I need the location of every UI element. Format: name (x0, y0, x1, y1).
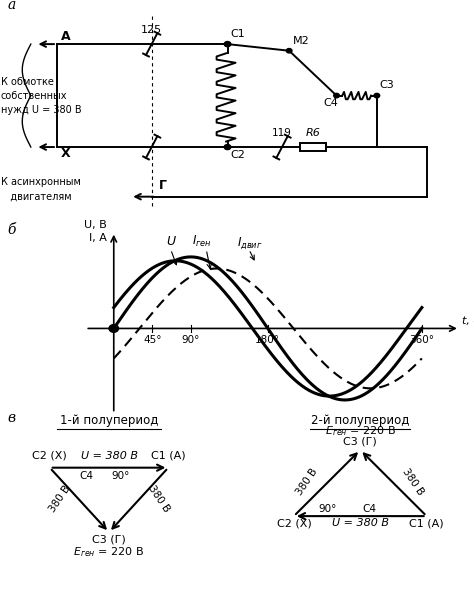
Text: С1: С1 (230, 29, 245, 38)
Text: А: А (61, 30, 70, 43)
Text: 380 В: 380 В (146, 483, 171, 514)
Circle shape (374, 94, 380, 98)
Text: С2 (Х): С2 (Х) (276, 519, 311, 529)
Text: С4: С4 (80, 471, 94, 481)
Circle shape (224, 41, 231, 47)
FancyBboxPatch shape (300, 143, 326, 151)
Text: 90°: 90° (182, 335, 200, 345)
Text: С2: С2 (230, 150, 245, 160)
Text: 90°: 90° (111, 471, 130, 481)
Text: $I_{ген}$: $I_{ген}$ (192, 234, 212, 249)
Text: I, А: I, А (89, 233, 107, 243)
Text: U = 380 В: U = 380 В (332, 519, 389, 529)
Text: $I_{двиг}$: $I_{двиг}$ (237, 234, 263, 250)
Text: С2 (Х): С2 (Х) (32, 451, 67, 461)
Text: 125: 125 (141, 25, 162, 35)
Circle shape (109, 324, 118, 332)
Circle shape (224, 144, 231, 150)
Text: б: б (7, 223, 16, 237)
Text: 119: 119 (272, 128, 292, 138)
Text: 45°: 45° (143, 335, 162, 345)
Text: U, В: U, В (84, 220, 107, 230)
Circle shape (286, 49, 292, 53)
Text: К асинхронным
   двигателям: К асинхронным двигателям (1, 178, 81, 201)
Text: С1 (А): С1 (А) (409, 519, 444, 529)
Text: С3 (Г): С3 (Г) (92, 535, 126, 545)
Circle shape (334, 94, 339, 98)
Text: 380 В: 380 В (294, 466, 320, 497)
Text: 180°: 180° (255, 335, 280, 345)
Text: 1-й полупериод: 1-й полупериод (60, 414, 158, 427)
Text: Х: Х (61, 147, 70, 160)
Text: 380 В: 380 В (401, 466, 426, 497)
Text: U = 380 В: U = 380 В (81, 451, 137, 461)
Text: С3 (Г): С3 (Г) (343, 436, 377, 446)
Text: 360°: 360° (410, 335, 434, 345)
Text: U: U (166, 235, 175, 248)
Text: С4: С4 (363, 504, 377, 514)
Text: К обмотке
собственных
нужд U = 380 В: К обмотке собственных нужд U = 380 В (1, 76, 82, 115)
Text: С3: С3 (379, 81, 394, 90)
Text: R6: R6 (305, 128, 320, 138)
Text: 380 В: 380 В (47, 483, 72, 514)
Text: 90°: 90° (318, 504, 337, 514)
Text: t, с: t, с (462, 317, 474, 326)
Text: С4: С4 (323, 98, 338, 108)
Text: С1 (А): С1 (А) (151, 451, 186, 461)
Text: 2-й полупериод: 2-й полупериод (311, 414, 410, 427)
Text: М2: М2 (293, 36, 310, 46)
Text: а: а (7, 0, 15, 12)
Text: Г: Г (159, 179, 167, 192)
Text: $E_{ген}$ = 220 В: $E_{ген}$ = 220 В (73, 545, 145, 559)
Text: $E_{ген}$ = 220 В: $E_{ген}$ = 220 В (325, 424, 396, 437)
Text: в: в (7, 411, 15, 426)
